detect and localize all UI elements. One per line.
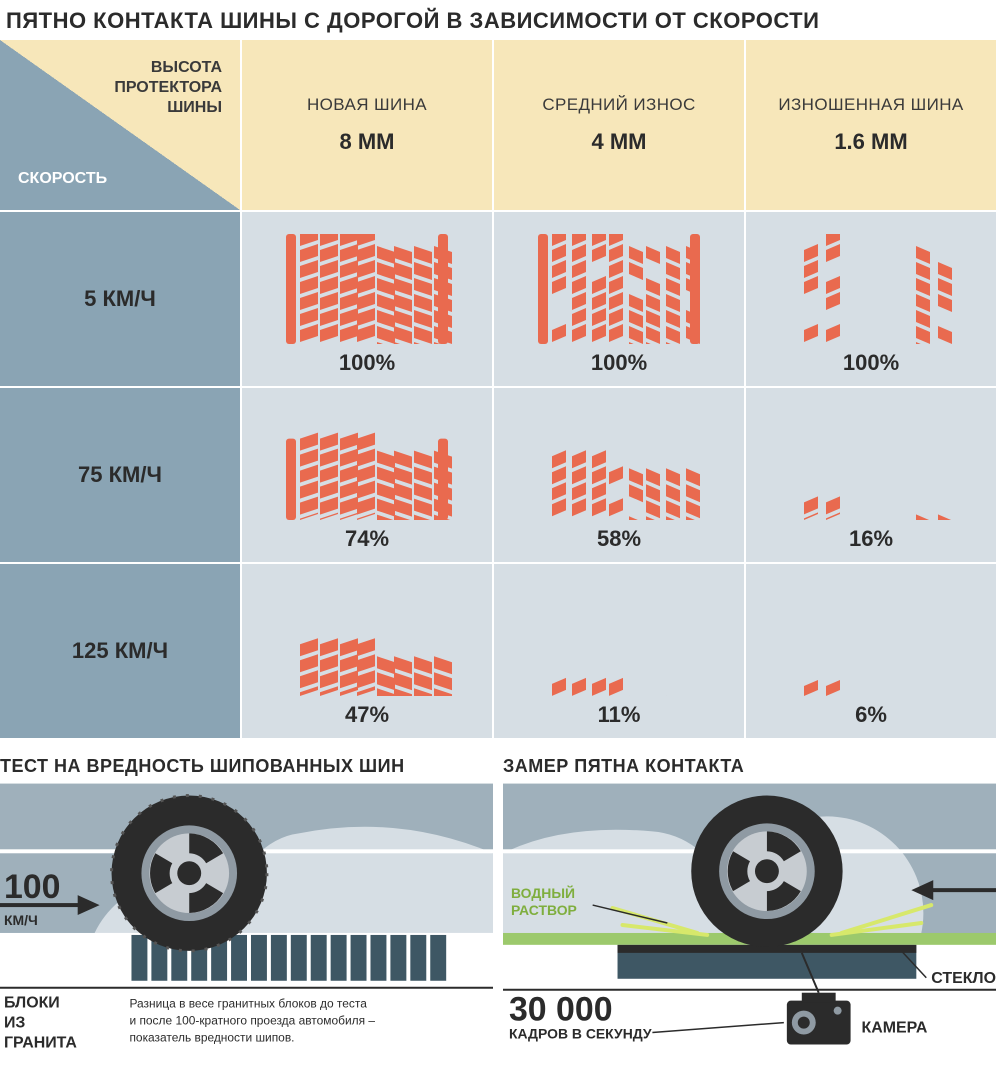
col-mm: 8 ММ [340, 129, 395, 155]
pct: 11% [598, 702, 641, 728]
col-label: НОВАЯ ШИНА [307, 95, 427, 115]
panel-right-title: ЗАМЕР ПЯТНА КОНТАКТА [503, 756, 996, 777]
cell-1-0: 74% [240, 386, 492, 562]
cell-2-1: 11% [492, 562, 744, 738]
col-mm: 4 ММ [592, 129, 647, 155]
speed-unit: КМ/Ч [4, 912, 38, 928]
header-corner: ВЫСОТА ПРОТЕКТОРА ШИНЫ СКОРОСТЬ [0, 40, 240, 210]
panel-left-title: ТЕСТ НА ВРЕДНОСТЬ ШИПОВАННЫХ ШИН [0, 756, 493, 777]
main-title: ПЯТНО КОНТАКТА ШИНЫ С ДОРОГОЙ В ЗАВИСИМО… [0, 0, 1000, 40]
tread-print-icon [534, 410, 704, 520]
pct: 74% [345, 526, 389, 552]
cell-2-0: 47% [240, 562, 492, 738]
tread-print-icon [534, 234, 704, 344]
pct: 100% [339, 350, 395, 376]
col-header-0: НОВАЯ ШИНА 8 ММ [240, 40, 492, 210]
cell-0-2: 100% [744, 210, 996, 386]
speed-number: 100 [4, 868, 61, 906]
col-header-2: ИЗНОШЕННАЯ ШИНА 1.6 ММ [744, 40, 996, 210]
row-label-1: 75 КМ/Ч [0, 386, 240, 562]
stud-test-diagram: 100 КМ/Ч БЛОКИ ИЗ ГРАНИТА Разница в весе… [0, 783, 493, 1063]
tread-print-icon [282, 234, 452, 344]
pct: 100% [591, 350, 647, 376]
note-2: и после 100-кратного проезда автомобиля … [129, 1014, 375, 1028]
cell-2-2: 6% [744, 562, 996, 738]
contact-patch-grid: ВЫСОТА ПРОТЕКТОРА ШИНЫ СКОРОСТЬ НОВАЯ ШИ… [0, 40, 996, 738]
cell-0-1: 100% [492, 210, 744, 386]
pct: 58% [597, 526, 641, 552]
tread-print-icon [786, 234, 956, 344]
col-label: ИЗНОШЕННАЯ ШИНА [778, 95, 963, 115]
tread-print-icon [786, 410, 956, 520]
water-1: ВОДНЫЙ [511, 884, 575, 901]
note-1: Разница в весе гранитных блоков до теста [129, 997, 367, 1011]
pct: 47% [345, 702, 389, 728]
fps-unit: КАДРОВ В СЕКУНДУ [509, 1026, 652, 1042]
fps-number: 30 000 [509, 991, 613, 1029]
pct: 16% [849, 526, 893, 552]
row-label-0: 5 КМ/Ч [0, 210, 240, 386]
tire-icon [112, 796, 267, 951]
row-label-2: 125 КМ/Ч [0, 562, 240, 738]
water-2: РАСТВОР [511, 902, 577, 918]
col-mm: 1.6 ММ [834, 129, 907, 155]
tire-icon [691, 796, 842, 947]
corner-top-2: ПРОТЕКТОРА [114, 78, 222, 98]
panel-right: ЗАМЕР ПЯТНА КОНТАКТА [503, 756, 996, 1063]
corner-top-3: ШИНЫ [114, 98, 222, 118]
blocks-1: БЛОКИ [4, 995, 60, 1012]
tread-print-icon [534, 586, 704, 696]
pct: 6% [855, 702, 887, 728]
camera-label: КАМЕРА [862, 1020, 928, 1037]
note-3: показатель вредности шипов. [129, 1031, 294, 1045]
panel-left: ТЕСТ НА ВРЕДНОСТЬ ШИПОВАННЫХ ШИН [0, 756, 493, 1063]
blocks-2: ИЗ [4, 1015, 25, 1032]
cell-1-1: 58% [492, 386, 744, 562]
tread-print-icon [786, 586, 956, 696]
contact-measure-diagram: ВОДНЫЙ РАСТВОР СТЕКЛО 30 000 КАДРОВ В СЕ… [503, 783, 996, 1063]
cell-0-0: 100% [240, 210, 492, 386]
corner-top-1: ВЫСОТА [114, 58, 222, 78]
corner-bottom: СКОРОСТЬ [18, 170, 107, 188]
tread-print-icon [282, 586, 452, 696]
pct: 100% [843, 350, 899, 376]
blocks-3: ГРАНИТА [4, 1034, 77, 1051]
col-label: СРЕДНИЙ ИЗНОС [542, 95, 695, 115]
glass-label: СТЕКЛО [931, 970, 996, 987]
col-header-1: СРЕДНИЙ ИЗНОС 4 ММ [492, 40, 744, 210]
tread-print-icon [282, 410, 452, 520]
cell-1-2: 16% [744, 386, 996, 562]
